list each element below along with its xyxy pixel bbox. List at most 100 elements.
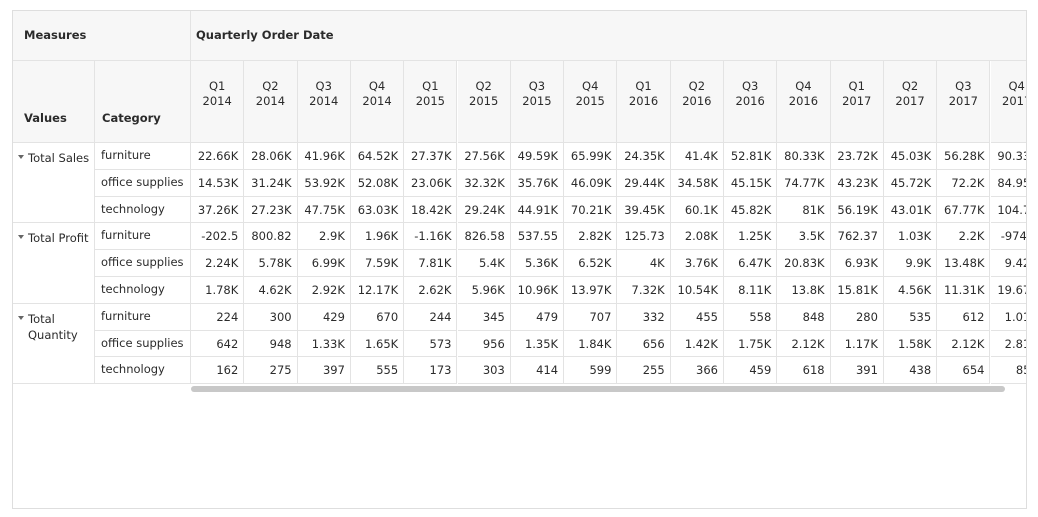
value-cell: 90.33K (990, 143, 1026, 170)
value-cell: 64.52K (350, 143, 405, 170)
value-cell: 63.03K (350, 196, 405, 224)
column-header: Q1 2015 (404, 61, 458, 143)
value-cell: 34.58K (670, 169, 724, 197)
value-cell: 1.75K (724, 330, 778, 358)
value-cell: 13.48K (937, 250, 991, 277)
pivot-table: Measures Quarterly Order Date Values Catego… (12, 10, 1027, 509)
category-label: furniture (95, 223, 191, 251)
value-cell: 1.33K (297, 330, 351, 358)
value-cell: 800.82 (244, 223, 298, 251)
value-cell: 6.52K (564, 250, 618, 277)
value-cell: 52.81K (724, 143, 778, 170)
date-header: Quarterly Order Date (191, 11, 1026, 61)
column-header: Q4 2016 (777, 61, 831, 143)
value-cell: 300 (244, 303, 298, 331)
value-cell: 56.28K (937, 143, 991, 170)
value-cell: 366 (670, 357, 724, 385)
value-cell: 1.42K (670, 330, 724, 358)
group-label: Total Quantity (13, 303, 95, 385)
value-cell: 7.81K (404, 250, 458, 277)
value-cell: 5.78K (244, 250, 298, 277)
value-cell: 1.65K (350, 330, 405, 358)
quarter-label: Q2 (901, 79, 919, 93)
value-cell: 80.33K (777, 143, 831, 170)
value-cell: 2.08K (670, 223, 724, 251)
value-cell: 429 (297, 303, 351, 331)
value-cell: 656 (617, 330, 671, 358)
value-cell: 10.54K (670, 277, 724, 304)
group-name: Total Profit (28, 231, 89, 246)
column-header: Q2 2017 (883, 61, 938, 143)
value-cell: 826.58 (457, 223, 511, 251)
value-cell: 43.23K (830, 169, 884, 197)
quarter-label: Q1 (848, 79, 865, 93)
value-cell: 13.8K (777, 277, 831, 304)
value-cell: 23.06K (404, 169, 458, 197)
year-label: 2014 (362, 94, 392, 108)
value-cell: 6.47K (724, 250, 778, 277)
category-label: technology (95, 357, 191, 385)
value-cell: 2.92K (297, 277, 351, 304)
category-label: technology (95, 277, 191, 304)
value-cell: 654 (937, 357, 991, 385)
value-cell: 1.35K (510, 330, 565, 358)
category-label: technology (95, 196, 191, 224)
value-cell: 7.32K (617, 277, 671, 304)
quarter-label: Q4 (368, 79, 386, 93)
group-label: Total Profit (13, 223, 95, 304)
value-cell: 5.96K (457, 277, 511, 304)
value-cell: 555 (350, 357, 405, 385)
value-cell: 2.24K (191, 250, 245, 277)
value-cell: 438 (883, 357, 938, 385)
value-cell: 27.56K (457, 143, 511, 170)
category-label: office supplies (95, 250, 191, 277)
value-cell: 49.59K (510, 143, 565, 170)
value-cell: 3.5K (777, 223, 831, 251)
column-header: Q2 2015 (457, 61, 511, 143)
year-label: 2017 (1002, 94, 1026, 108)
value-cell: 4.62K (244, 277, 298, 304)
horizontal-scrollbar[interactable] (191, 386, 1005, 392)
value-cell: 537.55 (510, 223, 565, 251)
group-name: Total Sales (28, 151, 90, 165)
value-cell: 14.53K (191, 169, 245, 197)
value-cell: 60.1K (670, 196, 724, 224)
value-cell: 4K (617, 250, 671, 277)
quarter-label: Q3 (315, 79, 332, 93)
column-header: Q1 2016 (617, 61, 671, 143)
value-cell: 41.96K (297, 143, 351, 170)
value-cell: 45.82K (724, 196, 778, 224)
year-label: 2017 (948, 94, 978, 108)
value-cell: 255 (617, 357, 671, 385)
value-cell: 37.26K (191, 196, 245, 224)
value-cell: 27.37K (404, 143, 458, 170)
value-cell: 12.17K (350, 277, 405, 304)
value-cell: -202.5 (191, 223, 245, 251)
category-label: furniture (95, 303, 191, 331)
value-cell: 244 (404, 303, 458, 331)
value-cell: 1.78K (191, 277, 245, 304)
column-header: Q3 2014 (297, 61, 351, 143)
value-cell: 3.76K (670, 250, 724, 277)
values-header: Values (13, 61, 95, 143)
value-cell: 850 (990, 357, 1026, 385)
value-cell: 45.03K (883, 143, 938, 170)
value-cell: 8.11K (724, 277, 778, 304)
value-cell: 558 (724, 303, 778, 331)
value-cell: 1.17K (830, 330, 884, 358)
value-cell: 2.9K (297, 223, 351, 251)
value-cell: 1.84K (564, 330, 618, 358)
category-header: Category (95, 61, 191, 143)
column-header: Q1 2014 (191, 61, 245, 143)
value-cell: 29.24K (457, 196, 511, 224)
value-cell: 28.06K (244, 143, 298, 170)
value-cell: 53.92K (297, 169, 351, 197)
year-label: 2016 (628, 94, 659, 108)
value-cell: 45.15K (724, 169, 778, 197)
value-cell: 67.77K (937, 196, 991, 224)
value-cell: 459 (724, 357, 778, 385)
quarter-label: Q3 (955, 79, 972, 93)
category-label: office supplies (95, 169, 191, 197)
value-cell: 4.56K (883, 277, 938, 304)
